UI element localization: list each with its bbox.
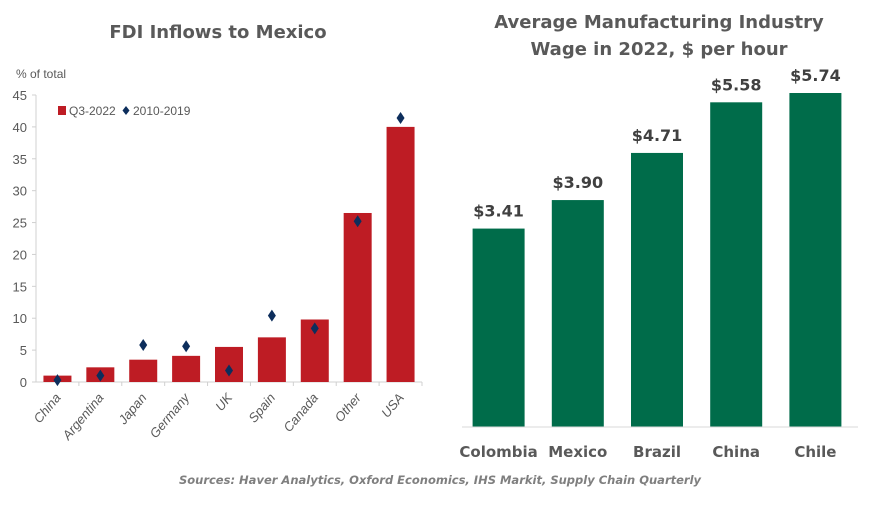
wage-bars: $3.41 Colombia $3.90 Mexico $4.71 Brazil $5.58… xyxy=(459,66,842,461)
wage-data-label-colombia: $3.41 xyxy=(473,202,524,221)
bar-q3-2022-other xyxy=(343,212,372,382)
x-tick-label-japan: Japan xyxy=(115,390,150,428)
y-tick-label: 10 xyxy=(13,311,27,326)
bar-q3-2022-germany xyxy=(172,355,201,382)
wage-chart-title-line-1: Average Manufacturing Industry xyxy=(494,12,824,33)
fdi-markers xyxy=(53,111,405,387)
wage-category-label-brazil: Brazil xyxy=(633,443,681,461)
y-tick-label: 35 xyxy=(13,152,27,167)
legend-label-q3-2022: Q3-2022 xyxy=(69,104,116,118)
fdi-y-axis-label: % of total xyxy=(16,67,66,81)
y-tick-label: 30 xyxy=(13,184,27,199)
wage-chart: Average Manufacturing Industry Wage in 2… xyxy=(459,12,858,461)
sources-footnote: Sources: Haver Analytics, Oxford Economi… xyxy=(179,473,702,487)
marker-2010-2019-uk xyxy=(225,364,233,377)
marker-2010-2019-canada xyxy=(310,322,319,335)
wage-bar-mexico xyxy=(551,200,604,427)
legend-swatch-q3-2022 xyxy=(58,106,66,115)
x-tick-label-uk: UK xyxy=(212,389,236,413)
wage-data-label-mexico: $3.90 xyxy=(552,173,603,192)
wage-data-label-brazil: $4.71 xyxy=(632,126,683,145)
y-tick-label: 5 xyxy=(20,343,27,358)
wage-data-label-chile: $5.74 xyxy=(790,66,841,85)
bar-q3-2022-usa xyxy=(386,126,415,382)
fdi-chart: FDI Inflows to Mexico % of total Q3-2022… xyxy=(13,22,423,443)
marker-2010-2019-japan xyxy=(139,339,148,352)
fdi-legend: Q3-2022 2010-2019 xyxy=(58,104,191,118)
bar-q3-2022-japan xyxy=(129,359,158,382)
wage-bar-china xyxy=(710,102,763,427)
marker-2010-2019-other xyxy=(353,215,362,228)
wage-chart-title-line-2: Wage in 2022, $ per hour xyxy=(530,39,787,60)
fdi-chart-title: FDI Inflows to Mexico xyxy=(109,22,326,43)
x-tick-label-usa: USA xyxy=(378,390,407,420)
x-tick-label-other: Other xyxy=(332,390,365,425)
bar-q3-2022-spain xyxy=(257,337,286,382)
y-tick-label: 15 xyxy=(13,279,27,294)
y-tick-label: 20 xyxy=(13,247,27,262)
wage-bar-chile xyxy=(789,93,842,427)
legend-diamond-icon xyxy=(122,106,130,115)
x-tick-label-argentina: Argentina xyxy=(59,390,107,443)
marker-2010-2019-germany xyxy=(182,340,191,353)
y-tick-label: 25 xyxy=(13,216,27,231)
wage-data-label-china: $5.58 xyxy=(711,75,762,94)
marker-2010-2019-usa xyxy=(396,111,405,124)
x-tick-label-germany: Germany xyxy=(147,389,194,441)
wage-category-label-mexico: Mexico xyxy=(548,443,607,461)
wage-category-label-china: China xyxy=(712,443,760,461)
wage-category-label-colombia: Colombia xyxy=(459,443,537,461)
bar-q3-2022-uk xyxy=(215,346,243,382)
y-tick-label: 0 xyxy=(20,375,27,390)
y-tick-label: 45 xyxy=(13,88,27,103)
wage-bar-colombia xyxy=(472,228,525,427)
marker-2010-2019-china xyxy=(53,374,62,387)
wage-category-label-chile: Chile xyxy=(794,443,836,461)
legend-label-2010-2019: 2010-2019 xyxy=(133,104,191,118)
marker-2010-2019-spain xyxy=(267,309,276,322)
y-tick-label: 40 xyxy=(13,120,27,135)
wage-bar-brazil xyxy=(631,152,683,428)
marker-2010-2019-argentina xyxy=(96,369,105,382)
x-tick-label-china: China xyxy=(30,390,63,426)
x-tick-label-canada: Canada xyxy=(280,390,321,435)
x-tick-label-spain: Spain xyxy=(245,390,278,425)
fdi-bars xyxy=(43,126,415,382)
